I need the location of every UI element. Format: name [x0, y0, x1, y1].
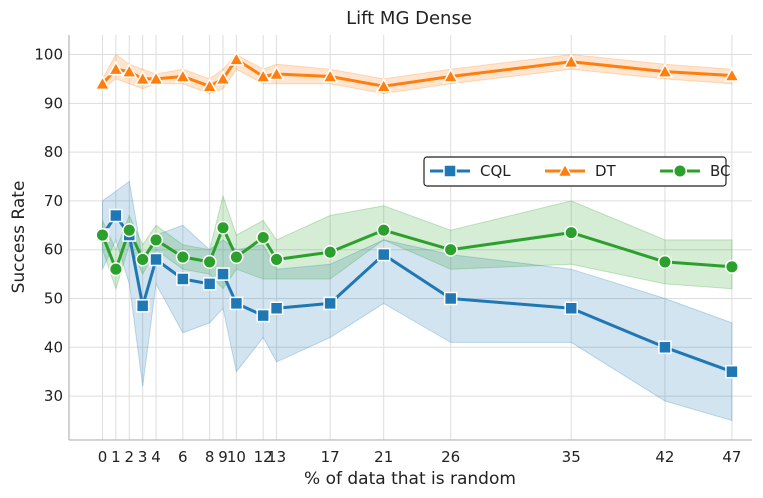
data-point-bc	[215, 220, 231, 235]
data-point-dt	[321, 68, 339, 83]
data-point-bc	[148, 232, 164, 247]
x-tick-label: 47	[722, 448, 741, 466]
data-point-dt	[268, 65, 285, 81]
data-point-bc	[95, 228, 110, 243]
axes	[68, 35, 752, 441]
data-point-bc	[135, 252, 150, 267]
data-point-cql	[323, 296, 337, 311]
x-tick-label: 10	[227, 448, 246, 466]
y-tick-label: 100	[34, 46, 63, 64]
x-tick-label: 12	[254, 448, 273, 466]
data-point-bc	[657, 254, 673, 269]
data-point-cql	[135, 299, 150, 313]
data-point-bc	[724, 259, 739, 274]
x-tick-label: 0	[98, 448, 108, 466]
data-point-dt	[656, 63, 674, 78]
data-point-bc	[202, 254, 217, 269]
data-point-bc	[443, 242, 458, 257]
y-tick-label: 60	[44, 241, 63, 259]
x-tick-label: 8	[205, 448, 215, 466]
data-point-cql	[725, 364, 739, 379]
x-tick-label: 35	[562, 448, 581, 466]
y-tick-label: 30	[44, 387, 63, 405]
data-point-cql	[109, 208, 123, 223]
x-tick-label: 2	[124, 448, 134, 466]
x-tick-label: 9	[218, 448, 228, 466]
legend-marker-dt	[556, 162, 574, 178]
data-point-cql	[376, 247, 391, 262]
data-point-dt	[563, 53, 580, 69]
confidence-bands	[102, 53, 733, 422]
data-point-dt	[147, 70, 165, 86]
x-tick-label: 4	[151, 448, 161, 466]
data-point-dt	[134, 70, 151, 86]
data-point-dt	[174, 68, 192, 83]
x-tick-label: 26	[441, 448, 460, 466]
y-tick-label: 80	[44, 143, 63, 161]
data-point-bc	[323, 245, 338, 260]
data-point-cql	[149, 252, 163, 267]
data-point-dt	[723, 67, 741, 82]
x-tick-label: 21	[374, 448, 393, 466]
x-axis-label: % of data that is random	[304, 469, 516, 489]
data-point-dt	[375, 77, 392, 93]
legend: CQL DT BC	[423, 156, 731, 187]
data-point-bc	[256, 230, 271, 245]
data-point-bc	[269, 252, 284, 267]
y-axis-label: Success Rate	[9, 181, 29, 294]
data-point-bc	[229, 249, 244, 265]
data-point-cql	[216, 267, 230, 281]
legend-marker-bc	[672, 163, 688, 179]
x-tick-label: 1	[111, 448, 121, 466]
y-tick-label: 50	[44, 289, 63, 307]
series-markers	[94, 50, 741, 379]
data-point-dt	[121, 63, 138, 78]
data-point-bc	[376, 223, 391, 238]
data-point-cql	[564, 301, 578, 316]
y-tick-label: 70	[44, 192, 63, 210]
data-point-cql	[229, 296, 244, 311]
data-point-dt	[201, 77, 218, 93]
data-point-dt	[228, 50, 245, 66]
data-point-bc	[108, 262, 123, 277]
y-tick-label: 40	[44, 338, 63, 356]
x-tick-label: 13	[267, 448, 286, 466]
legend-label-cql: CQL	[480, 162, 511, 180]
confidence-band-cql	[102, 180, 733, 422]
data-point-cql	[256, 308, 270, 323]
x-tick-label: 6	[178, 448, 188, 466]
data-point-cql	[269, 301, 284, 316]
data-point-bc	[564, 225, 579, 240]
y-tick-label: 90	[44, 94, 63, 112]
data-point-cql	[443, 291, 458, 306]
data-point-cql	[202, 277, 217, 291]
legend-label-dt: DT	[595, 162, 617, 180]
data-point-bc	[122, 223, 137, 238]
data-point-dt	[214, 70, 232, 86]
x-tick-label: 3	[138, 448, 148, 466]
x-tick-label: 42	[655, 448, 674, 466]
chart-title: Lift MG Dense	[346, 8, 472, 29]
data-point-cql	[658, 340, 672, 355]
data-point-cql	[176, 272, 190, 286]
x-tick-label: 17	[321, 448, 340, 466]
legend-label-bc: BC	[710, 162, 731, 180]
data-point-dt	[94, 75, 111, 91]
data-point-bc	[175, 249, 190, 265]
y-tick-labels: 30 40 50 60 70 80 90 100	[34, 46, 63, 406]
confidence-band-bc	[102, 194, 733, 291]
data-point-dt	[442, 68, 459, 83]
confidence-band-dt	[102, 53, 733, 95]
data-point-dt	[107, 60, 125, 76]
data-point-dt	[255, 68, 272, 83]
legend-marker-cql	[443, 164, 457, 178]
